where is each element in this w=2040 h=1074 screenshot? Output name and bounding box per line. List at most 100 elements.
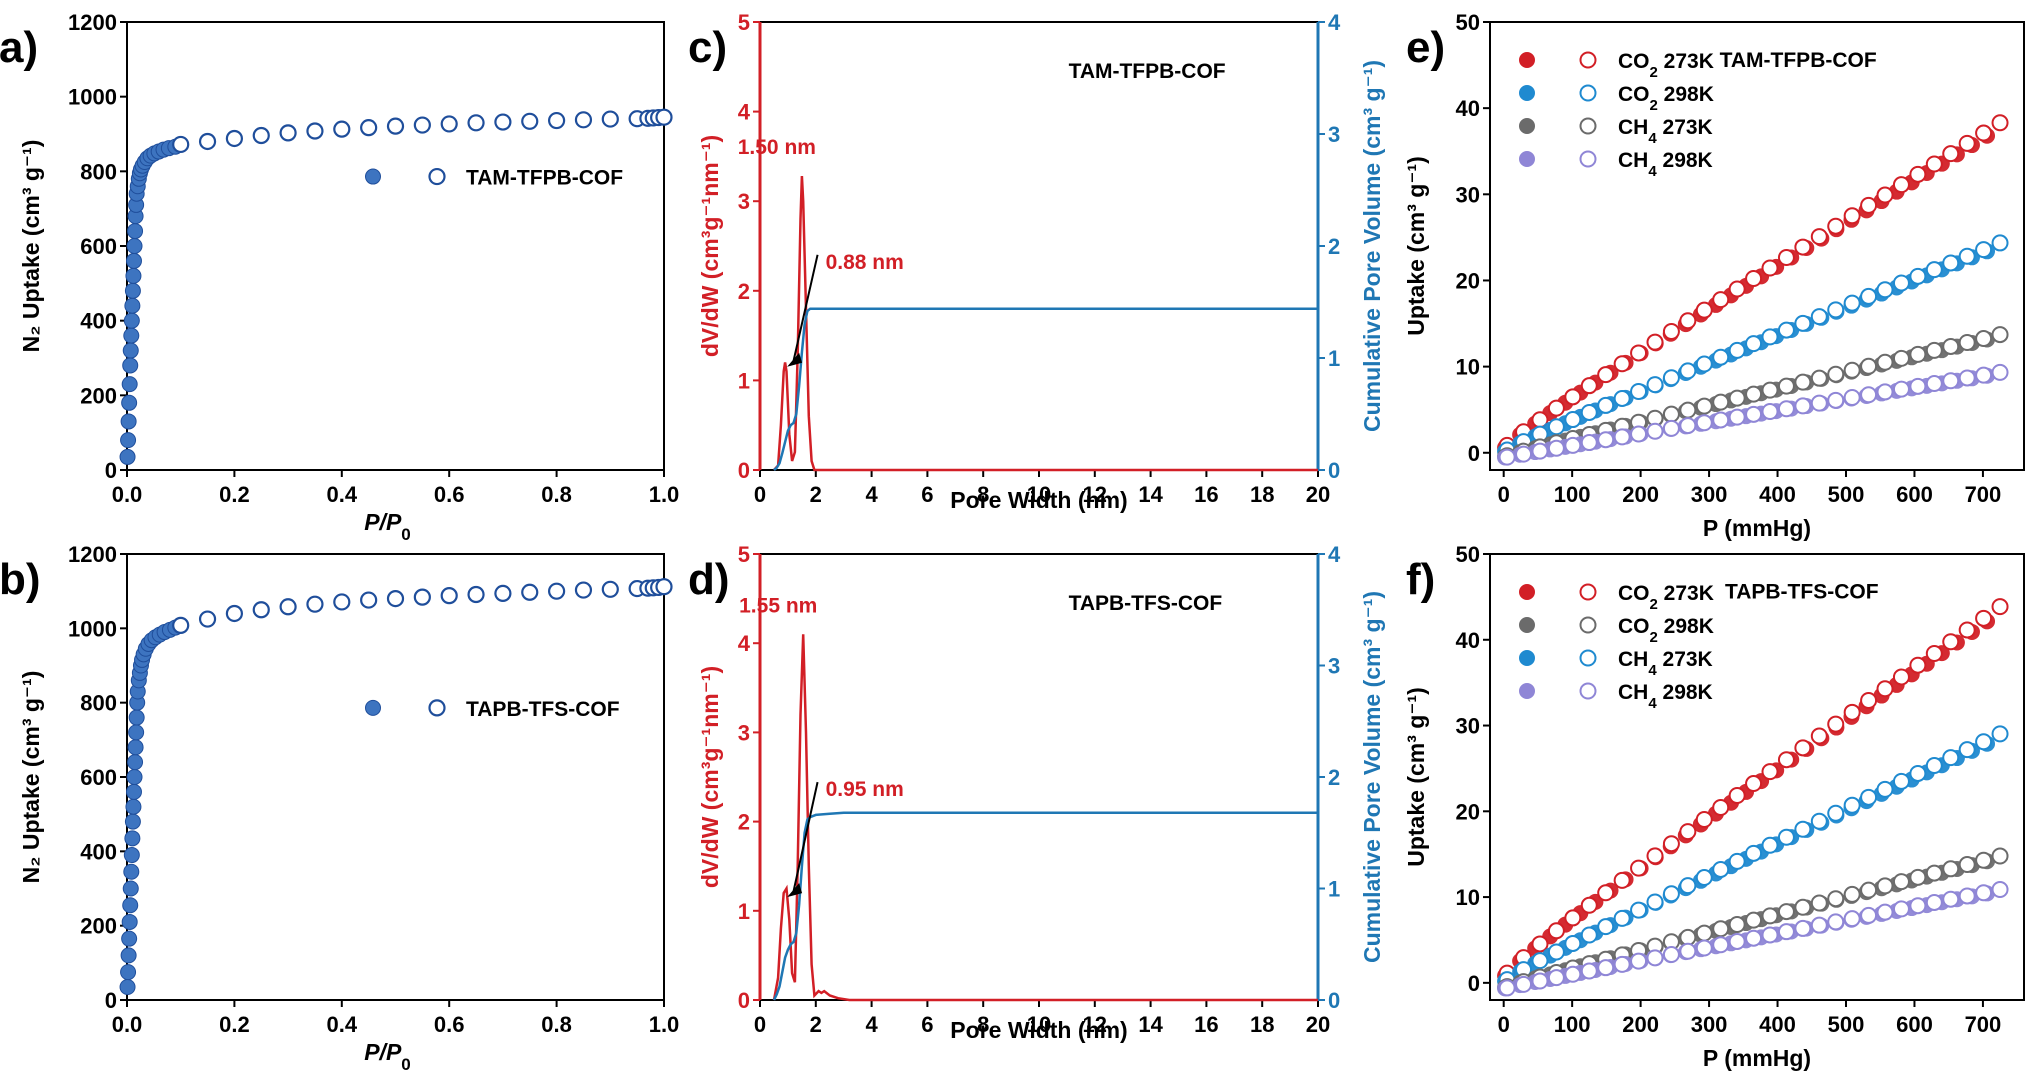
plot-frame [1489,21,2025,471]
data-point-open [1679,362,1697,380]
data-point [440,587,458,605]
legend-marker-filled [1519,617,1535,633]
data-point-open [1860,881,1878,899]
panel-title: TAM-TFPB-COF [1069,60,1226,83]
data-point-open [1695,924,1713,942]
data-point [125,798,142,815]
y-axis-label: Uptake (cm³ g⁻¹) [1403,156,1429,336]
series-dvdw-line [772,634,1318,1002]
legend-label-main: CO [1618,83,1650,106]
data-point-open [1662,369,1680,387]
data-point [120,413,137,430]
data-point-open [1958,247,1976,265]
data-point [121,913,138,930]
x-tick-label: 20 [1306,1012,1330,1037]
data-point-open [1712,936,1730,954]
data-point-open [1695,869,1713,887]
data-point-open [1958,333,1976,351]
y-tick-label: 4 [738,100,751,125]
data-point-open [1580,896,1598,914]
x-tick-label: 6 [921,1012,933,1037]
data-point-open [1712,860,1730,878]
data-point [126,238,143,254]
data-point-open [1876,281,1894,299]
x-tick-label: 600 [1896,482,1933,507]
data-point-open [1794,397,1812,415]
x-tick-label: 0.4 [327,1012,358,1037]
legend-marker-open [1579,649,1597,667]
legend-label: TAM-TFPB-COF [466,167,623,190]
data-point [279,598,297,616]
x-tick-label: 10 [1027,482,1051,507]
annotation-arrowhead [787,883,803,898]
data-point [122,897,139,914]
data-point-open [1909,764,1927,782]
legend-marker-filled [1519,683,1535,699]
data-point-open [1745,270,1763,288]
data-point-open [1777,321,1795,339]
y-tick-label: 0 [1468,971,1480,996]
data-point-open [1975,330,1993,348]
y-tick-label: 0 [738,458,750,483]
data-point-open [1827,301,1845,319]
data-point-open [1695,301,1713,319]
data-point-open [1662,946,1680,964]
data-point-open [1728,852,1746,870]
data-point-open [1564,909,1582,927]
y-tick-label: 0 [105,458,117,483]
legend-label-suffix: 298K [1658,615,1714,638]
data-point-open [1777,903,1795,921]
y-tick-label: 3 [738,720,750,745]
legend-marker-filled [1519,584,1535,600]
x-tick-label: 0.2 [219,1012,250,1037]
data-point-open [1745,385,1763,403]
data-point [252,126,270,145]
data-point-open [1958,134,1976,152]
data-point-open [1745,405,1763,423]
data-point-open [1810,812,1828,830]
data-point [225,604,243,623]
x-tick-label: 100 [1554,482,1591,507]
y-tick-label: 4 [738,631,751,656]
y-tick-label: 600 [80,234,117,259]
data-point-open [1712,348,1730,366]
legend-label-suffix: 273K [1657,116,1713,139]
legend-label-main: CH [1618,116,1648,139]
data-point-open [1827,715,1845,733]
plot-frame [1489,553,2025,1001]
data-point-open [1761,836,1779,854]
data-point-open [1876,186,1894,204]
data-point [124,282,141,299]
data-point-open [1975,884,1993,902]
y-axis-label: N₂ Uptake (cm³ g⁻¹) [18,671,44,884]
data-point-open [1810,369,1828,387]
panel-title: TAPB-TFS-COF [1069,592,1223,615]
data-point-open [1580,434,1598,452]
data-point [386,589,405,608]
data-point-open [1547,399,1565,417]
data-point-open [1925,155,1943,173]
data-point-open [1925,644,1943,662]
data-point-open [1876,903,1894,921]
y-tick-label: 40 [1456,96,1480,121]
legend-label-suffix: 298K [1657,681,1713,704]
data-point-open [1695,414,1713,432]
data-point [121,930,138,947]
legend-label: CO2 298K [1618,615,1714,646]
data-point-open [1958,856,1976,874]
data-point-open [1679,928,1697,946]
y-right-tick-label: 4 [1328,10,1341,35]
data-point-open [1547,969,1565,987]
data-point [225,129,243,148]
data-point-open [1827,217,1845,235]
data-point [125,252,142,269]
data-point [121,394,138,411]
y-tick-label: 200 [80,914,117,939]
data-point-open [1892,668,1910,686]
data-point-open [1630,952,1648,970]
x-tick-label: 700 [1965,482,2002,507]
annotation-arrow [792,254,819,363]
data-point [122,357,139,374]
legend-label: CH4 298K [1618,149,1713,180]
data-point [119,978,136,995]
